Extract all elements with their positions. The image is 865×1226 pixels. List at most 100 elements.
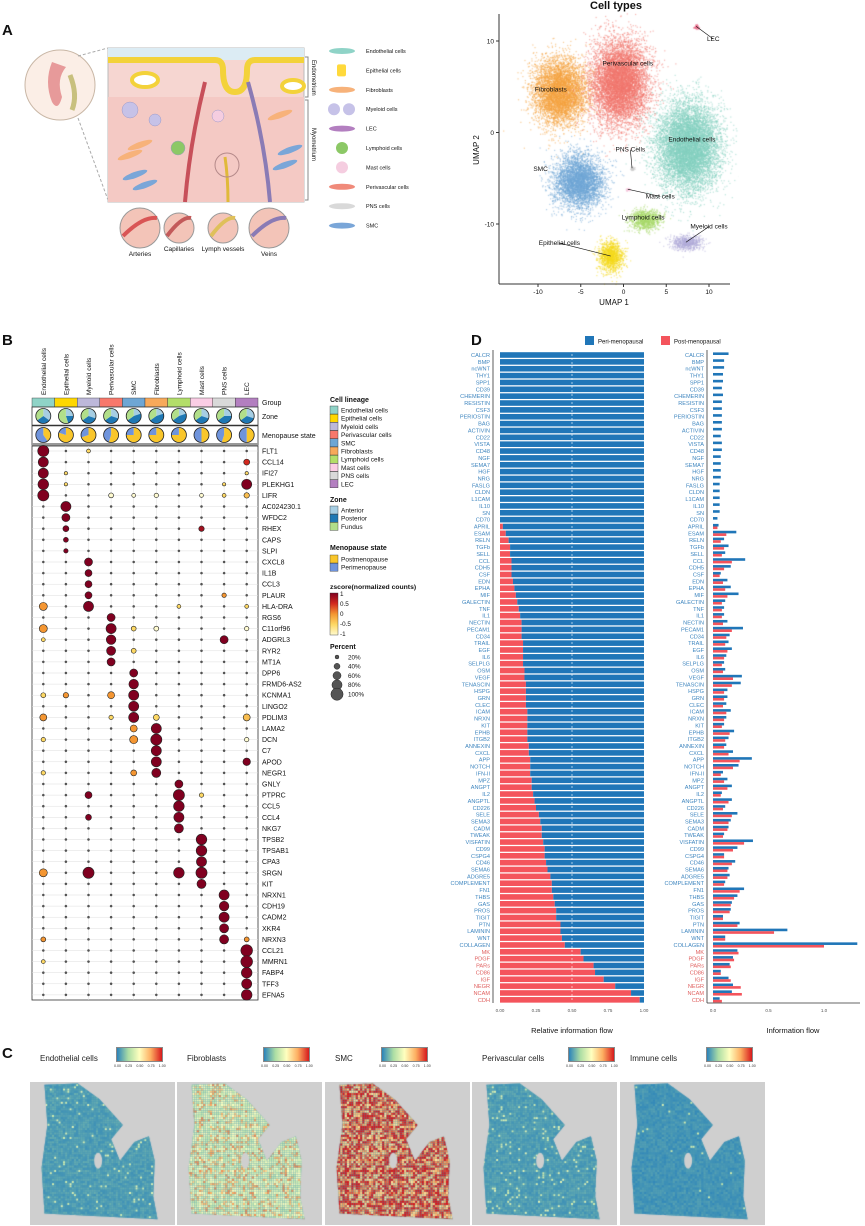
expression-dot <box>155 960 158 963</box>
pathway-label: SELL <box>476 552 490 558</box>
pathway-label: IGF <box>481 977 491 983</box>
pathway-label: CCL <box>479 559 490 565</box>
pathway-label: CADM <box>688 826 705 832</box>
peri-relative-bar <box>560 921 644 928</box>
expression-dot <box>222 560 226 564</box>
pathway-label: HGF <box>692 470 704 476</box>
cell-lineage-swatch <box>329 479 339 488</box>
expression-dot <box>132 549 135 553</box>
expression-dot <box>132 483 135 486</box>
post-flow-bar <box>713 732 730 735</box>
colorbar-tick-label: 0.75 <box>599 1064 607 1068</box>
pie-slice <box>58 408 69 424</box>
peri-relative-bar <box>550 873 644 880</box>
column-header: PNS cells <box>222 366 229 395</box>
expression-dot <box>109 760 113 764</box>
expression-dot <box>155 693 158 697</box>
gene-label: DPP6 <box>262 671 280 678</box>
post-relative-bar <box>500 969 596 976</box>
expression-dot <box>200 460 203 464</box>
expression-dot <box>132 882 135 886</box>
expression-dot <box>219 923 229 934</box>
post-relative-bar <box>500 825 542 832</box>
expression-dot <box>64 738 68 741</box>
x-tick-label: 5 <box>664 289 668 296</box>
gene-label: GNLY <box>262 782 281 789</box>
pathway-label: CD46 <box>476 861 490 867</box>
expression-dot <box>245 727 248 730</box>
gene-label: TPSB2 <box>262 837 284 844</box>
post-relative-bar <box>500 756 531 763</box>
pathway-label: PROS <box>688 909 704 915</box>
peri-flow-bar <box>713 647 732 650</box>
expression-dot <box>109 771 113 775</box>
expression-dot <box>128 689 140 701</box>
expression-dot <box>155 904 158 908</box>
peri-flow-bar <box>713 764 739 767</box>
pathway-label: NGF <box>478 456 490 462</box>
cell-lineage-swatch <box>329 446 339 456</box>
peri-relative-bar <box>531 777 644 784</box>
expression-dot <box>177 749 181 752</box>
expression-dot <box>155 516 158 519</box>
pathway-label: COLLAGEN <box>460 943 490 949</box>
relative-x-label: Relative information flow <box>531 1026 613 1035</box>
menopause-pie <box>216 427 233 443</box>
pie-slice <box>246 408 255 419</box>
colorbar-tick-label: 0.00 <box>704 1064 711 1068</box>
expression-dot <box>64 993 68 997</box>
pathway-label: EDN <box>478 579 490 585</box>
expression-dot <box>245 582 248 586</box>
expression-dot <box>177 582 181 586</box>
pathway-label: ESAM <box>474 531 490 537</box>
expression-dot <box>109 971 113 974</box>
peri-flow-bar <box>713 866 729 870</box>
pathway-label: GALECTIN <box>462 600 490 606</box>
expression-dot <box>155 682 158 686</box>
vessel-wall <box>209 215 236 238</box>
post-relative-bar <box>500 818 541 825</box>
expression-dot <box>128 700 140 712</box>
expression-dot <box>243 458 250 466</box>
expression-dot <box>64 671 68 675</box>
expression-dot <box>109 449 113 453</box>
pathway-label: COMPLEMENT <box>451 881 491 887</box>
expression-dot <box>155 860 158 863</box>
pathway-label: ITGB2 <box>474 737 490 743</box>
peri-flow-bar <box>713 695 728 698</box>
expression-dot <box>155 549 158 553</box>
expression-dot <box>42 782 45 786</box>
spatial-colorbar <box>381 1047 428 1062</box>
pathway-label: ANNEXIN <box>679 744 704 750</box>
post-flow-bar <box>713 547 725 550</box>
expression-dot <box>245 860 248 863</box>
expression-dot <box>84 580 93 589</box>
post-flow-bar <box>713 766 733 770</box>
peri-flow-bar <box>713 565 731 568</box>
gene-label: FRMD6-AS2 <box>262 682 302 689</box>
expression-dot <box>87 860 90 863</box>
post-flow-bar <box>713 992 742 996</box>
expression-dot <box>109 949 113 952</box>
gene-label: IFI27 <box>262 471 278 478</box>
pie-slice <box>37 416 50 424</box>
post-flow-bar <box>713 649 728 653</box>
expression-dot <box>177 904 181 908</box>
expression-dot <box>222 660 226 664</box>
post-flow-bar <box>713 553 722 557</box>
expression-dot <box>245 693 248 697</box>
post-relative-bar <box>500 708 528 715</box>
expression-dot <box>64 782 68 786</box>
gene-label: FABP4 <box>262 970 284 977</box>
pathway-label: ACTIVIN <box>682 428 704 434</box>
peri-relative-bar <box>500 441 644 447</box>
y-tick-label: 0 <box>490 130 494 137</box>
peri-relative-bar <box>510 544 644 550</box>
pathway-label: CD70 <box>476 518 490 524</box>
peri-relative-bar <box>560 928 644 935</box>
gene-label: LIFR <box>262 493 277 500</box>
peri-flow-bar <box>713 537 725 541</box>
expression-dot <box>42 860 45 863</box>
spatial-map-title: Perivascular cells <box>482 1054 545 1063</box>
peri-relative-bar <box>523 660 644 667</box>
